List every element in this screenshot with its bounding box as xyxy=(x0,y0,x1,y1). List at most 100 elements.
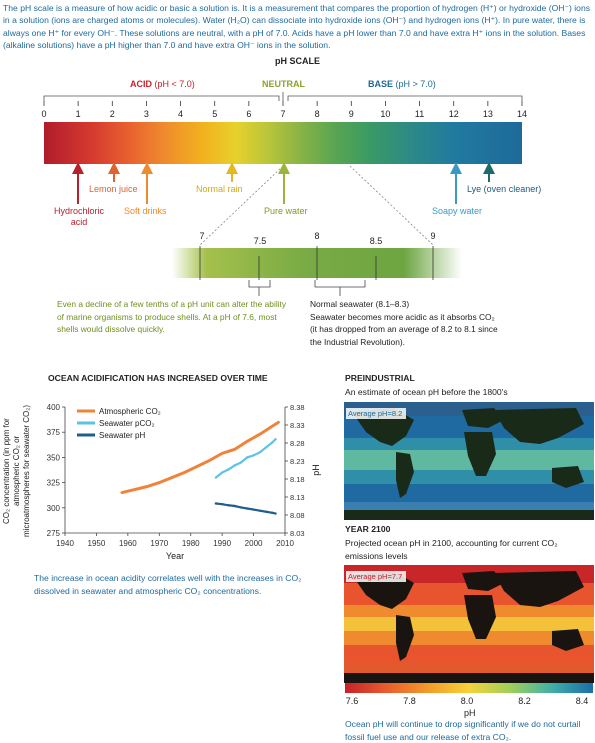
legend-entry-1: Seawater pCO₂ xyxy=(99,419,155,428)
base-range: (pH > 7.0) xyxy=(395,79,436,89)
ph-tick-3: 3 xyxy=(143,109,149,119)
ph-tick-14: 14 xyxy=(516,109,528,119)
ph-tick-0: 0 xyxy=(41,109,47,119)
x-tick-label: 1950 xyxy=(88,539,106,548)
series-point-2 xyxy=(233,504,236,508)
label-hydrochloric: Hydrochloric acid xyxy=(54,206,105,227)
preindustrial-badge: Average pH=8.2 xyxy=(348,409,403,418)
ph-scale-title: pH SCALE xyxy=(275,56,320,66)
y2100-badge: Average pH=7.7 xyxy=(348,572,403,581)
x-tick-label: 1970 xyxy=(150,539,168,548)
neutral-label: NEUTRAL xyxy=(262,79,305,89)
series-point-0 xyxy=(277,420,280,424)
series-point-2 xyxy=(264,510,268,513)
series-point-1 xyxy=(214,476,218,479)
y2100-title: YEAR 2100 xyxy=(345,524,391,534)
acid-word: ACID xyxy=(130,79,152,89)
y-axis-label-wrap: CO₂ concentration (in ppm for atmospheri… xyxy=(2,404,31,538)
series-point-1 xyxy=(220,471,224,474)
series-line-1 xyxy=(215,438,277,479)
y-tick-label: 300 xyxy=(47,504,61,513)
y-tick-label: 350 xyxy=(47,453,61,462)
zoom-tick-8: 8 xyxy=(314,231,320,241)
series-point-2 xyxy=(227,504,230,507)
ph-tick-4: 4 xyxy=(178,109,184,119)
ph-tick-8: 8 xyxy=(314,109,320,119)
series-point-0 xyxy=(208,459,211,462)
y2-tick-label: 8.33 xyxy=(290,421,305,430)
series-point-1 xyxy=(264,446,268,449)
y2-tick-label: 8.28 xyxy=(290,439,305,448)
series-point-1 xyxy=(258,451,262,454)
series-point-0 xyxy=(195,465,199,468)
y2100-map xyxy=(344,565,594,683)
y2-tick-label: 8.18 xyxy=(290,475,305,484)
x-tick-label: 2000 xyxy=(245,539,263,548)
y-tick-label: 325 xyxy=(47,479,61,488)
y2-axis-label: pH xyxy=(311,464,321,476)
chart-title: OCEAN ACIDIFICATION HAS INCREASED OVER T… xyxy=(48,373,268,383)
series-point-1 xyxy=(227,468,230,471)
ph-legend-bar xyxy=(345,683,593,693)
series-point-2 xyxy=(214,502,218,505)
series-point-0 xyxy=(246,440,249,443)
ph-tick-7: 7 xyxy=(280,109,286,119)
x-axis-label: Year xyxy=(166,551,184,561)
y2-tick-label: 8.08 xyxy=(290,511,305,520)
label-lemon: Lemon juice xyxy=(89,184,138,194)
zoom-tick-7-5: 7.5 xyxy=(253,236,267,246)
series-point-2 xyxy=(220,503,224,506)
ph-legend-label: pH xyxy=(464,708,476,718)
x-tick-label: 1990 xyxy=(213,539,231,548)
y-tick-label: 375 xyxy=(47,428,61,437)
preindustrial-map xyxy=(344,402,594,520)
label-lye: Lye (oven cleaner) xyxy=(467,184,542,194)
series-point-2 xyxy=(239,506,243,509)
series-point-0 xyxy=(233,448,236,451)
chart-caption: The increase in ocean acidity correlates… xyxy=(34,573,302,596)
series-point-1 xyxy=(239,461,243,464)
ph-tick-10: 10 xyxy=(380,109,391,119)
series-point-0 xyxy=(132,488,136,491)
series-point-0 xyxy=(220,452,224,455)
legend-tick-8-4: 8.4 xyxy=(575,696,589,706)
series-point-0 xyxy=(158,481,161,484)
acid-range: (pH < 7.0) xyxy=(154,79,195,89)
series-point-0 xyxy=(271,424,274,428)
zoom-tick-9: 9 xyxy=(430,231,436,241)
legend-tick-8-0: 8.0 xyxy=(460,696,474,706)
series-point-0 xyxy=(120,491,123,494)
series-point-1 xyxy=(233,464,236,467)
label-soft: Soft drinks xyxy=(124,206,167,216)
series-line-0 xyxy=(121,420,280,495)
legend-tick-7-6: 7.6 xyxy=(345,696,359,706)
intro-paragraph: The pH scale is a measure of how acidic … xyxy=(3,3,591,51)
substance-arrows xyxy=(72,162,495,204)
note-seawater: Normal seawater (8.1–8.3) Seawater becom… xyxy=(310,298,500,348)
y2-tick-label: 8.38 xyxy=(290,403,305,412)
series-point-1 xyxy=(274,438,277,441)
x-tick-label: 2010 xyxy=(276,539,294,548)
preindustrial-subtitle: An estimate of ocean pH before the 1800'… xyxy=(345,387,508,397)
y-tick-label: 275 xyxy=(47,529,61,538)
series-point-0 xyxy=(170,476,174,479)
y2-tick-label: 8.13 xyxy=(290,493,305,502)
x-tick-label: 1960 xyxy=(119,539,137,548)
acidification-chart: 1940 1950 1960 1970 1980 1990 2000 2010 275 300 32… xyxy=(2,403,321,561)
label-pure: Pure water xyxy=(264,206,308,216)
series-point-1 xyxy=(271,441,274,444)
ph-tick-5: 5 xyxy=(212,109,218,119)
base-label: BASE (pH > 7.0) xyxy=(368,79,436,89)
y-tick-label: 400 xyxy=(47,403,61,412)
note-seawater-title: Normal seawater (8.1–8.3) xyxy=(310,299,410,309)
ph-tick-13: 13 xyxy=(482,109,493,119)
x-tick-label: 1980 xyxy=(182,539,200,548)
series-point-0 xyxy=(258,433,262,436)
series-point-2 xyxy=(246,507,249,510)
series-point-0 xyxy=(145,485,148,488)
series-point-2 xyxy=(252,508,255,511)
legend-tick-8-2: 8.2 xyxy=(518,696,531,706)
y-axis-label: CO₂ concentration (in ppm for atmospheri… xyxy=(2,404,31,538)
ph-tick-11: 11 xyxy=(414,109,425,119)
y2100-subtitle: Projected ocean pH in 2100, accounting f… xyxy=(345,538,558,561)
